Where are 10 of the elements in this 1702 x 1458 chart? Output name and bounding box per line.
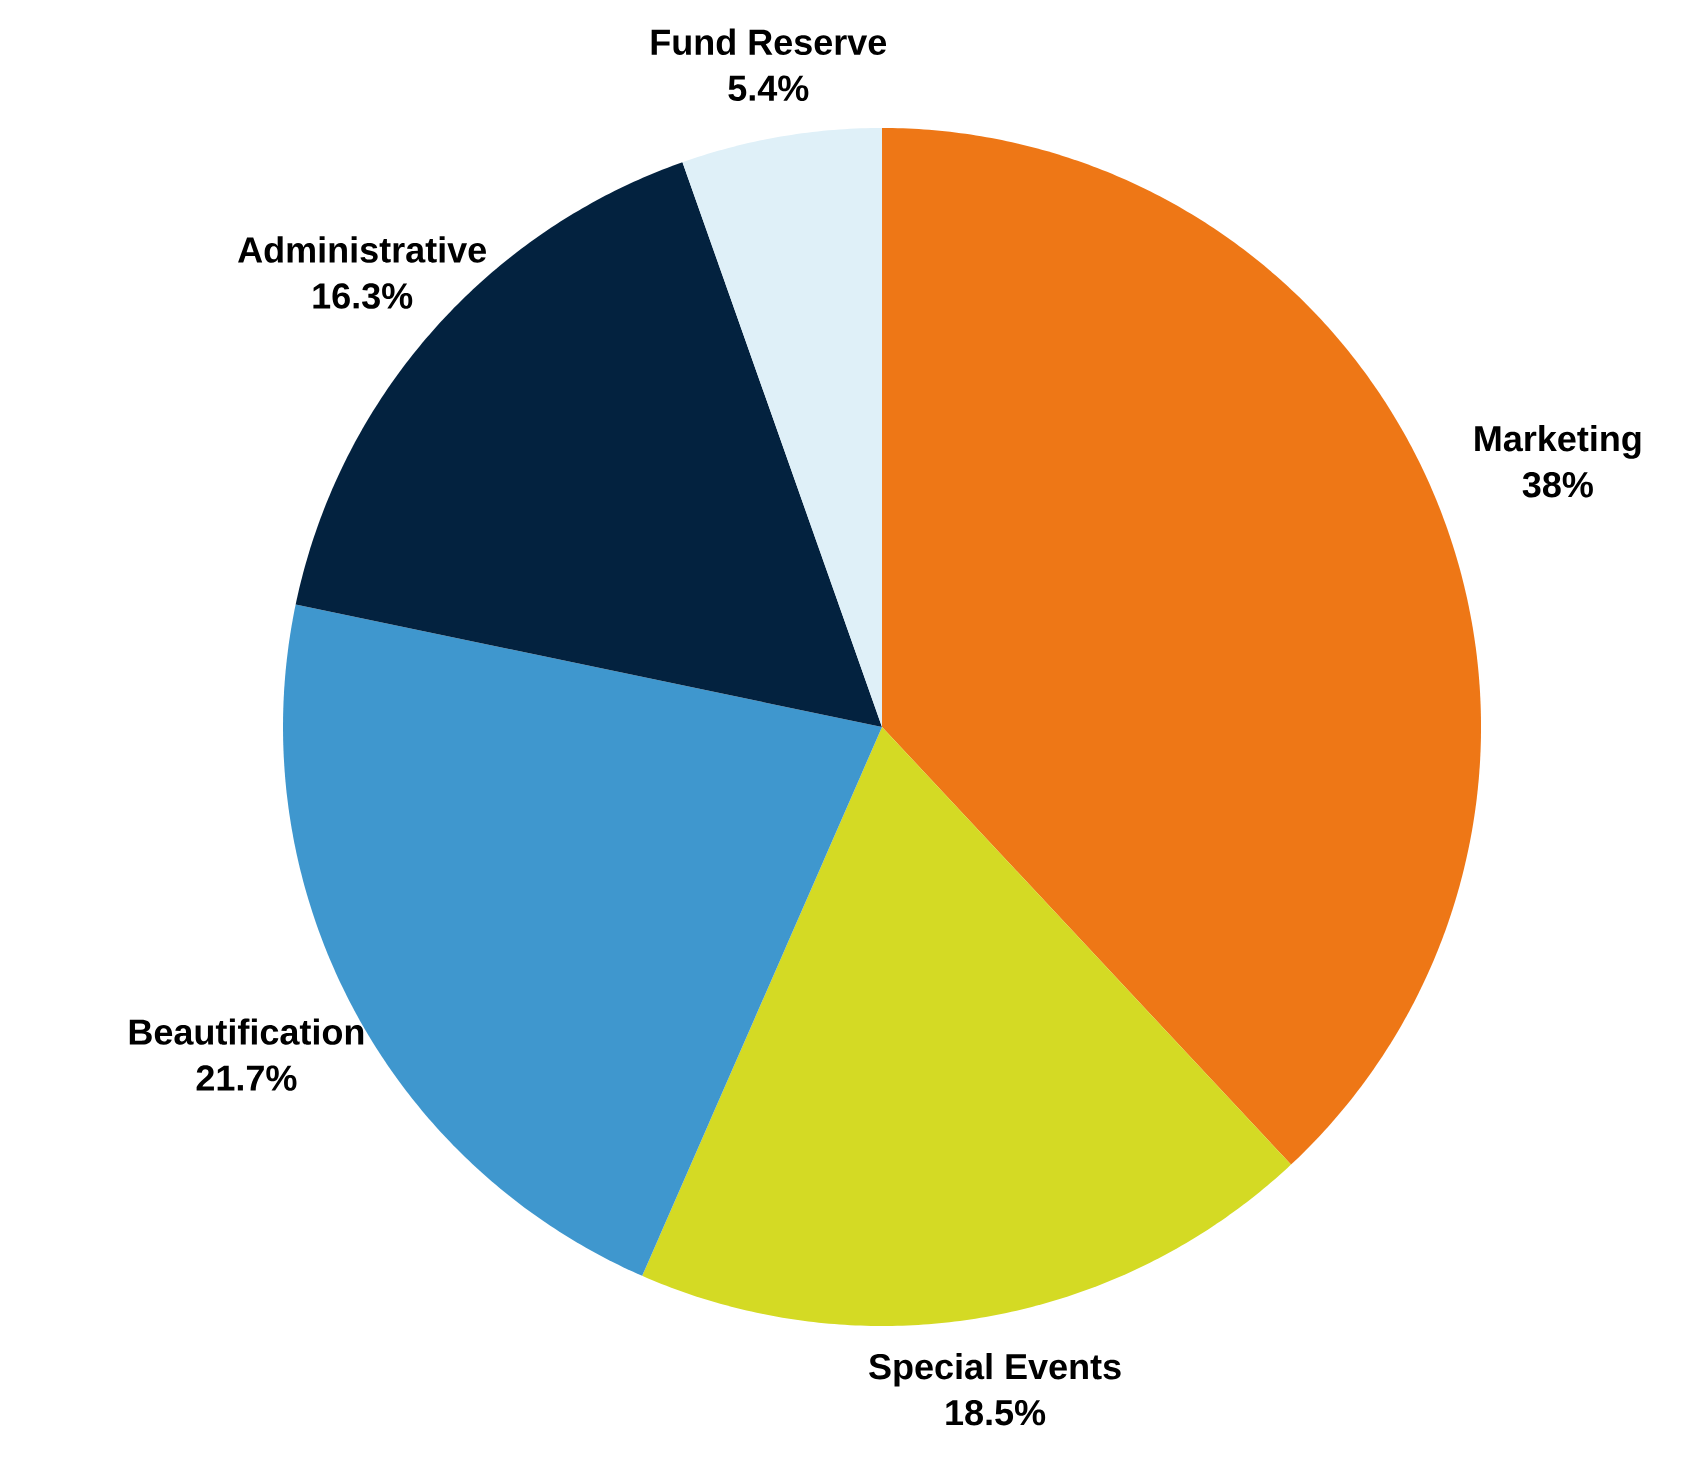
data-label: 18.5% [946, 1399, 1046, 1426]
data-label: 5.4% [728, 75, 809, 101]
slice-label: Fund Reserve [651, 28, 887, 55]
slice-label: Administrative [238, 236, 486, 263]
slice-label: Marketing [1475, 425, 1641, 459]
data-label: 16.3% [313, 283, 413, 309]
slice-label: Beautification [129, 1018, 364, 1045]
data-label: 21.7% [196, 1065, 297, 1091]
data-label: 38% [1522, 471, 1593, 498]
slice-label: Special Events [869, 1352, 1121, 1387]
